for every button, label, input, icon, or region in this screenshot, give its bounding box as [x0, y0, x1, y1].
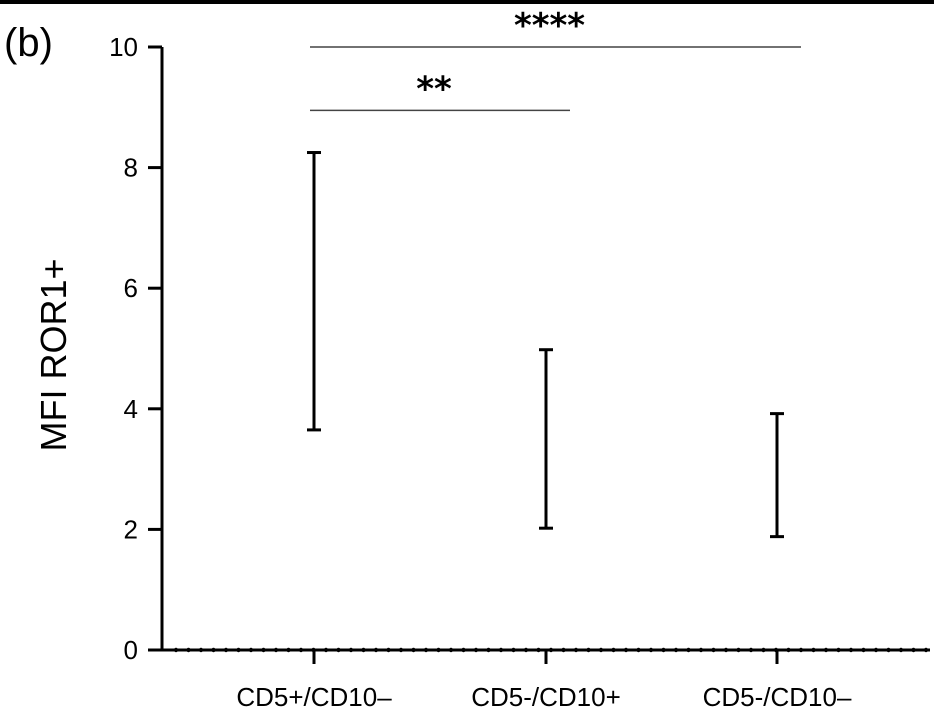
top-border-rule	[0, 0, 934, 4]
baseline-dot	[198, 647, 204, 653]
baseline-dot	[461, 647, 466, 653]
baseline-dot	[611, 647, 616, 653]
baseline-dot	[648, 647, 654, 653]
y-tick-label-4: 4	[124, 394, 138, 424]
baseline-dot	[273, 647, 279, 653]
baseline-dot	[561, 647, 566, 653]
baseline-dot	[236, 647, 241, 653]
baseline-dot	[761, 647, 766, 653]
y-tick-label-10: 10	[109, 32, 138, 62]
y-tick-label-2: 2	[124, 514, 138, 544]
baseline-dot	[336, 647, 341, 653]
baseline-dot	[448, 647, 454, 653]
baseline-dot	[361, 647, 366, 653]
baseline-dot	[798, 647, 804, 653]
x-axis: CD5+/CD10– CD5-/CD10+ CD5-/CD10–	[162, 647, 930, 712]
significance-brackets: ******	[310, 6, 801, 112]
baseline-dot	[411, 647, 416, 653]
baseline-dot	[473, 647, 479, 653]
baseline-dot	[686, 647, 691, 653]
baseline-dot	[398, 647, 404, 653]
x-category-label-0: CD5+/CD10–	[236, 682, 392, 712]
baseline-dot	[498, 647, 504, 653]
baseline-dot	[186, 647, 191, 653]
baseline-dot	[261, 647, 266, 653]
baseline-dot	[698, 647, 704, 653]
baseline-dot	[511, 647, 516, 653]
baseline-dot	[748, 647, 754, 653]
baseline-dot	[373, 647, 379, 653]
baseline-dot	[661, 647, 666, 653]
y-tick-label-8: 8	[124, 153, 138, 183]
baseline-dot	[548, 647, 554, 653]
baseline-dot	[573, 647, 579, 653]
baseline-dot	[673, 647, 679, 653]
baseline-dot	[286, 647, 291, 653]
baseline-dot	[623, 647, 629, 653]
baseline-dot	[861, 647, 866, 653]
baseline-dot	[923, 647, 929, 653]
baseline-dot	[386, 647, 391, 653]
baseline-dot	[248, 647, 254, 653]
baseline-dot	[523, 647, 529, 653]
x-category-label-1: CD5-/CD10+	[471, 682, 621, 712]
y-axis: 0 2 4 6 8 10	[109, 32, 164, 665]
baseline-dot	[898, 647, 904, 653]
y-axis-title: MFI ROR1+	[33, 258, 74, 451]
x-axis-dots	[173, 647, 929, 653]
range-bar-2	[770, 412, 784, 539]
range-bar-1	[539, 348, 553, 530]
baseline-dot	[636, 647, 641, 653]
baseline-dot	[298, 647, 304, 653]
baseline-dot	[723, 647, 729, 653]
baseline-dot	[886, 647, 891, 653]
baseline-dot	[223, 647, 229, 653]
range-marks	[307, 151, 784, 539]
baseline-dot	[586, 647, 591, 653]
baseline-dot	[736, 647, 741, 653]
baseline-dot	[823, 647, 829, 653]
baseline-dot	[536, 647, 541, 653]
y-tick-label-6: 6	[124, 273, 138, 303]
baseline-dot	[211, 647, 216, 653]
baseline-dot	[486, 647, 491, 653]
baseline-dot	[836, 647, 841, 653]
panel-label: (b)	[4, 21, 53, 65]
x-category-label-2: CD5-/CD10–	[703, 682, 852, 712]
baseline-dot	[873, 647, 879, 653]
baseline-dot	[436, 647, 441, 653]
baseline-dot	[323, 647, 329, 653]
baseline-dot	[811, 647, 816, 653]
significance-label-1: **	[416, 69, 452, 109]
baseline-dot	[173, 647, 179, 653]
range-bar-0	[307, 151, 321, 432]
baseline-dot	[848, 647, 854, 653]
baseline-dot	[786, 647, 791, 653]
baseline-dot	[348, 647, 354, 653]
baseline-dot	[598, 647, 604, 653]
y-tick-label-0: 0	[124, 635, 138, 665]
baseline-dot	[423, 647, 429, 653]
baseline-dot	[711, 647, 716, 653]
significance-label-0: ****	[514, 6, 585, 46]
baseline-dot	[911, 647, 916, 653]
